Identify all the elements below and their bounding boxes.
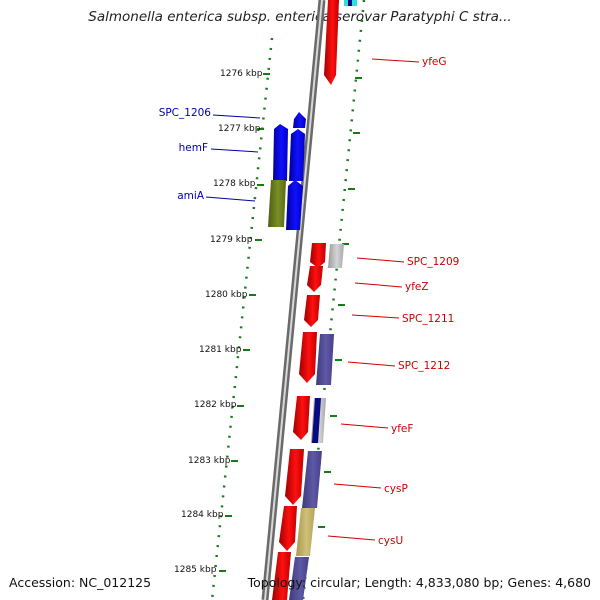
leader-line [333,483,382,489]
gene-label-amiA[interactable]: amiA [177,190,205,202]
tick-label: 1283 kbp [188,456,231,466]
genome-title: Salmonella enterica subsp. enterica sero… [88,9,512,25]
gene-SPC_1209-grey[interactable] [328,244,344,268]
gene-yfeG-navy [348,0,352,6]
leader-line [327,535,376,541]
gene-label-cysP[interactable]: cysP [384,483,408,495]
tick-label: 1284 kbp [181,510,224,520]
tick-label: 1280 kbp [205,290,248,300]
leader-line [356,257,405,263]
gene-yfeG[interactable] [324,0,339,85]
gene-cysP-slate[interactable] [302,451,322,508]
leader-line [212,114,261,119]
kbp-ticks [219,73,270,572]
topology-text: Topology: circular; Length: 4,833,080 bp… [247,575,591,590]
leader-line [340,423,389,429]
right-dotted-guide [301,0,366,600]
leader-line [210,148,259,153]
gene-label-yfeG[interactable]: yfeG [422,56,447,68]
tick-label: 1277 kbp [218,124,261,134]
leader-line [371,58,420,63]
gene-SPC_1212-slate[interactable] [316,334,334,385]
tick-label: 1276 kbp [220,69,263,79]
left-leaders [205,114,261,202]
gene-cysU-khaki[interactable] [296,508,315,556]
right-leaders [327,58,420,541]
tick-label: 1281 kbp [199,345,242,355]
tick-label: 1278 kbp [213,179,256,189]
left-dotted-guide [210,37,274,600]
gene-label-SPC_1211[interactable]: SPC_1211 [402,313,454,325]
gene-SPC_1206[interactable] [293,112,306,128]
genome-backbone-highlight [264,0,323,600]
gene-SPC_1209[interactable] [310,243,326,268]
gene-label-SPC_1206[interactable]: SPC_1206 [159,107,212,119]
gene-amiA-blue[interactable] [286,180,303,230]
gene-label-SPC_1209[interactable]: SPC_1209 [407,256,459,268]
gene-cysP[interactable] [285,449,304,505]
gene-label-cysU[interactable]: cysU [378,535,403,547]
gene-bottom-slate[interactable] [289,557,309,600]
gene-bottom-red[interactable] [272,552,291,600]
gene-hemF-inner [289,129,305,181]
leader-line [347,361,396,367]
gene-hemF[interactable] [273,124,288,181]
gene-yfeF-navy [312,398,321,443]
gene-label-yfeF[interactable]: yfeF [391,423,413,435]
gene-yfeZ[interactable] [307,266,323,292]
gene-yfeF[interactable] [293,396,310,440]
gene-cysU[interactable] [279,506,297,551]
leader-line [351,314,400,319]
gene-SPC_1212[interactable] [299,332,317,383]
gene-label-hemF[interactable]: hemF [179,142,208,154]
tick-label: 1279 kbp [210,235,253,245]
accession-text: Accession: NC_012125 [9,575,152,590]
leader-line [354,282,403,288]
right-guide-ticks [318,77,362,528]
tick-label: 1282 kbp [194,400,237,410]
gene-label-SPC_1212[interactable]: SPC_1212 [398,360,450,372]
leader-line [205,196,256,202]
gene-SPC_1211[interactable] [304,295,320,327]
gene-amiA[interactable] [268,180,286,227]
gene-label-yfeZ[interactable]: yfeZ [405,281,429,293]
tick-label: 1285 kbp [174,565,217,575]
